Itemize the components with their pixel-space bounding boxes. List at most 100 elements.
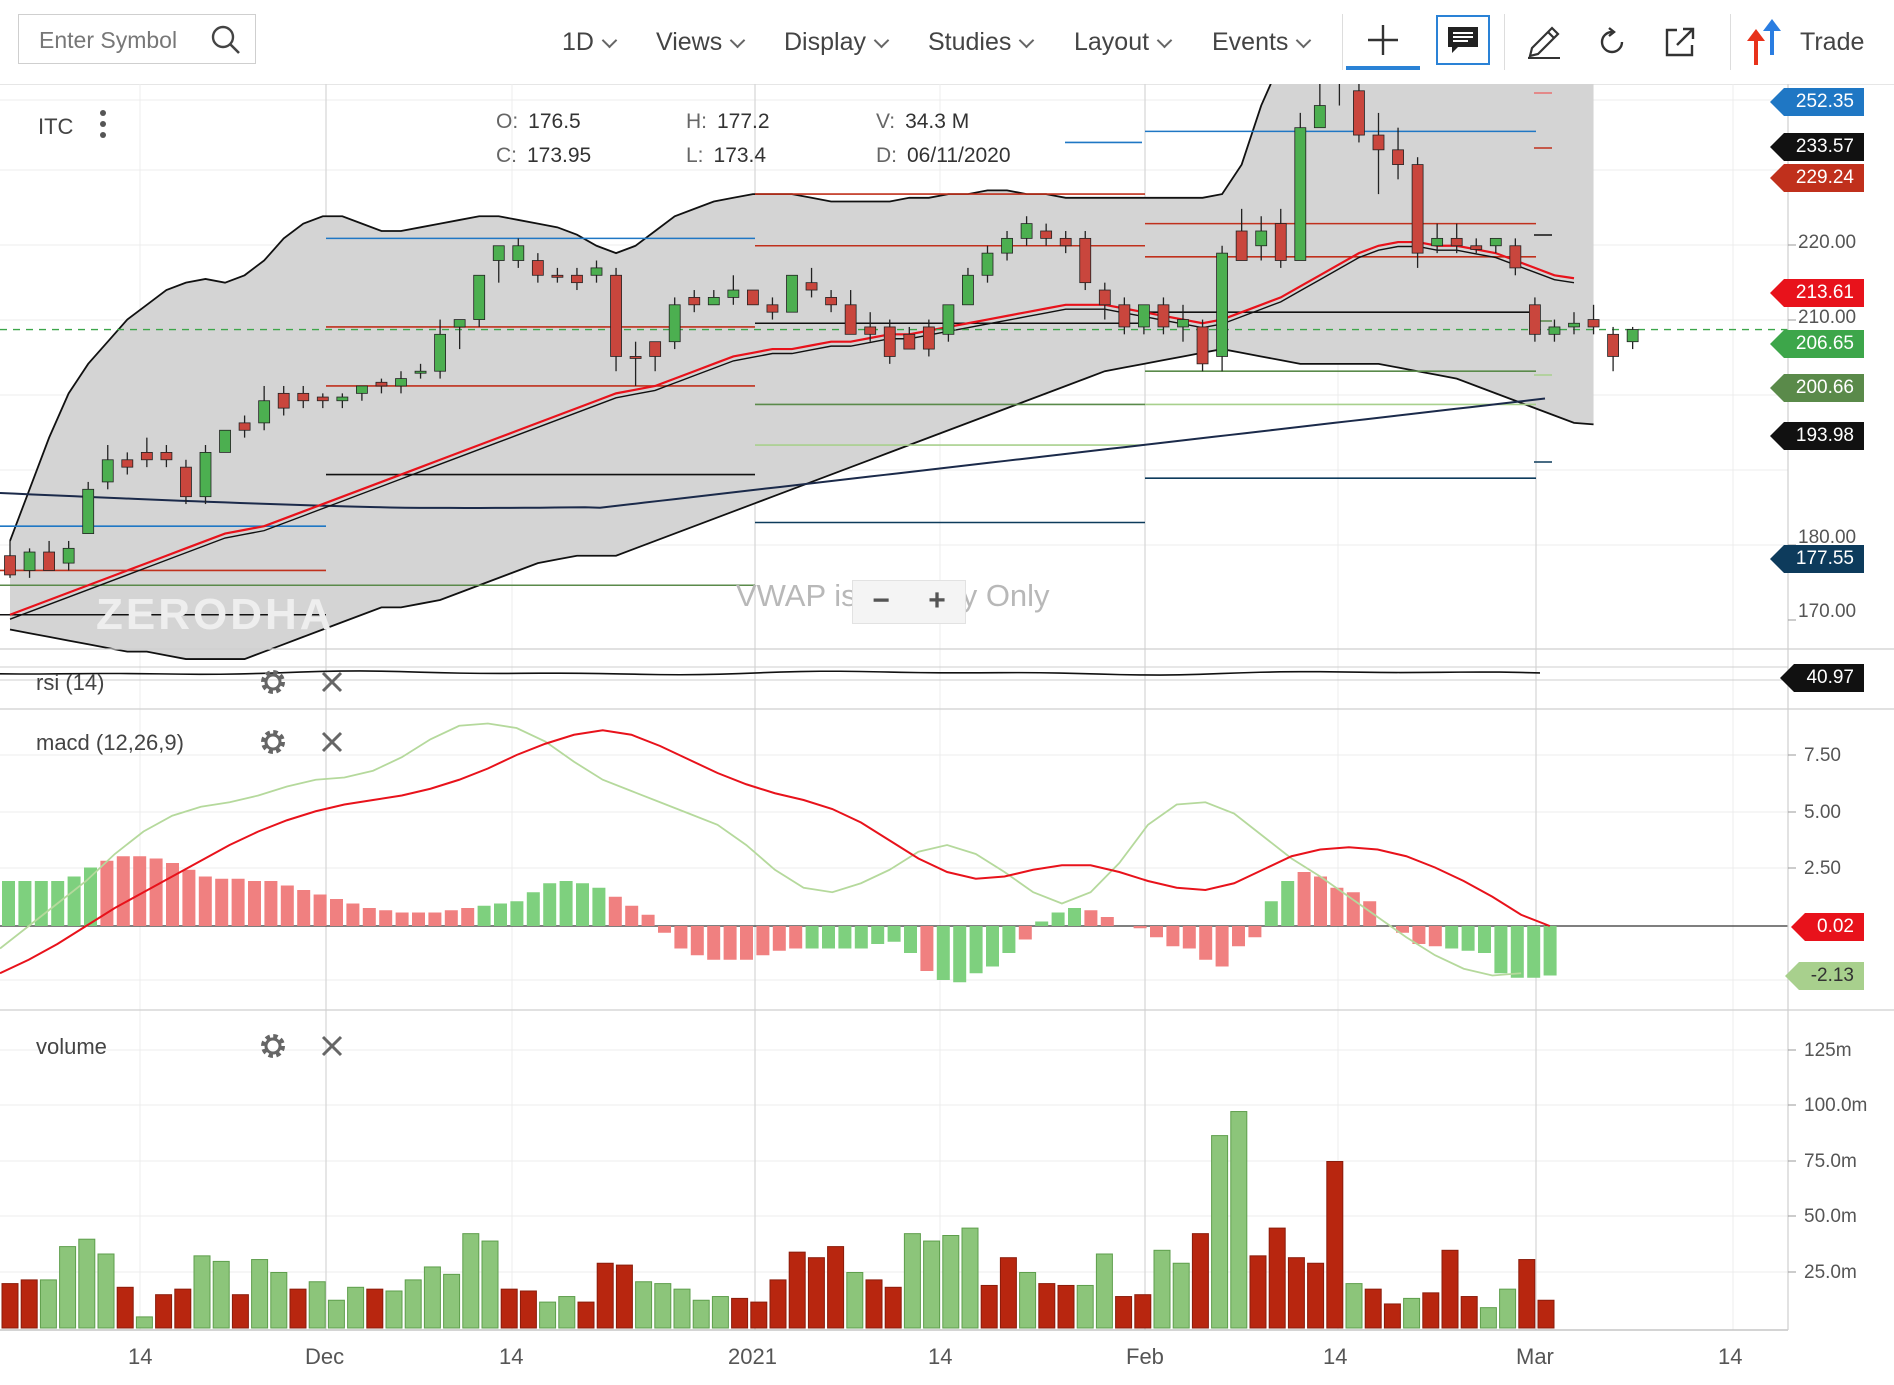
candle-body: [140, 451, 153, 461]
price-tag: 206.65: [1769, 330, 1864, 358]
layout-menu[interactable]: Layout: [1074, 24, 1173, 60]
candle-body: [1059, 237, 1072, 247]
volume-bar: [1019, 1272, 1037, 1329]
volume-bar: [692, 1299, 710, 1329]
symbol-search-box[interactable]: [18, 14, 256, 64]
volume-bar: [1268, 1227, 1286, 1329]
macd-histogram-bar: [690, 926, 704, 956]
volume-bar: [155, 1294, 173, 1329]
close-icon[interactable]: [319, 729, 345, 755]
candle-body: [864, 326, 877, 335]
macd-histogram-bar: [641, 914, 655, 926]
volume-bar: [1537, 1299, 1555, 1329]
symbol-input[interactable]: [37, 25, 211, 55]
macd-histogram-bar: [904, 926, 917, 953]
macd-histogram-bar: [969, 926, 983, 974]
macd-histogram-bar: [756, 926, 770, 956]
macd-histogram-bar: [543, 883, 557, 926]
reset-button[interactable]: [1584, 14, 1640, 70]
search-icon[interactable]: [211, 25, 241, 55]
close-icon[interactable]: [319, 669, 345, 695]
macd-histogram-bar: [149, 858, 163, 926]
macd-histogram-bar: [330, 899, 343, 926]
display-menu[interactable]: Display: [784, 24, 890, 60]
macd-tick: 2.50: [1804, 858, 1841, 879]
draw-button[interactable]: [1516, 14, 1572, 70]
macd-histogram-bar: [854, 926, 868, 949]
gear-icon[interactable]: [258, 667, 288, 697]
studies-label: Studies: [928, 28, 1012, 56]
volume-tick: 25.0m: [1804, 1262, 1857, 1283]
price-tick: 220.00: [1798, 232, 1857, 253]
price-tag: 252.35: [1769, 88, 1864, 116]
volume-bar: [39, 1279, 57, 1329]
macd-histogram-bar: [723, 926, 737, 960]
candle-body: [1470, 245, 1483, 250]
close-icon[interactable]: [319, 1033, 345, 1059]
volume-bar: [846, 1272, 864, 1329]
zoom-out-button[interactable]: −: [872, 584, 890, 617]
candle-body: [1177, 319, 1189, 328]
crosshair-button[interactable]: [1346, 14, 1420, 70]
candle-body: [786, 274, 798, 313]
date-tick: Dec: [305, 1344, 345, 1369]
volume-bar: [1038, 1283, 1056, 1329]
volume-bar: [385, 1290, 403, 1329]
candle-body: [258, 400, 271, 424]
events-menu[interactable]: Events: [1212, 24, 1312, 60]
macd-signal-line: [0, 722, 1522, 977]
more-options-icon[interactable]: [100, 110, 108, 140]
trade-button[interactable]: Trade: [1744, 14, 1864, 70]
interval-dropdown[interactable]: 1D: [562, 24, 618, 60]
interval-label: 1D: [562, 28, 594, 56]
macd-histogram-bar: [477, 905, 491, 926]
gear-icon[interactable]: [258, 1031, 288, 1061]
volume-bar: [1518, 1259, 1536, 1329]
chevron-down-icon: [601, 32, 618, 49]
views-label: Views: [656, 28, 723, 56]
volume-bar: [1441, 1249, 1459, 1329]
chevron-down-icon: [1019, 32, 1035, 49]
volume-bar: [769, 1279, 787, 1329]
date-value: 06/11/2020: [907, 144, 1011, 167]
toolbar-divider: [1730, 14, 1731, 70]
candle-body: [688, 297, 701, 306]
macd-histogram-bar: [1232, 926, 1245, 947]
candle-body: [316, 396, 329, 402]
gear-icon[interactable]: [258, 727, 288, 757]
volume-bar: [519, 1290, 537, 1329]
candle-body: [238, 422, 251, 431]
macd-histogram-bar: [428, 912, 442, 926]
volume-bar: [1499, 1288, 1517, 1329]
macd-histogram-bar: [1281, 881, 1295, 926]
rsi-price-tag: 40.97: [1780, 664, 1864, 692]
popout-button[interactable]: [1652, 14, 1708, 70]
macd-histogram-bar: [1182, 926, 1196, 949]
volume-bar: [865, 1279, 883, 1329]
chevron-down-icon: [1296, 32, 1312, 49]
volume-bar: [1134, 1294, 1152, 1329]
candle-body: [1274, 223, 1287, 261]
volume-bar: [462, 1233, 480, 1329]
chart-area[interactable]: [0, 84, 1894, 1385]
volume-bar: [807, 1257, 825, 1329]
macd-histogram-bar: [1035, 921, 1049, 926]
macd-histogram-bar: [1133, 926, 1147, 929]
macd-histogram-bar: [84, 867, 97, 926]
volume-bar: [1153, 1249, 1171, 1329]
zoom-in-button[interactable]: +: [928, 584, 946, 617]
volume-bar: [366, 1288, 384, 1329]
macd-histogram-bar: [1543, 926, 1557, 976]
candle-body: [1294, 127, 1307, 261]
candle-body: [1411, 164, 1424, 254]
comment-button[interactable]: [1436, 15, 1490, 65]
ohlc-volume: V: 34.3 M: [876, 110, 970, 133]
studies-menu[interactable]: Studies: [928, 24, 1035, 60]
volume-tick: 50.0m: [1804, 1206, 1857, 1227]
candle-body: [629, 356, 642, 359]
volume-bar: [711, 1296, 729, 1329]
views-menu[interactable]: Views: [656, 24, 746, 60]
candle-body: [414, 370, 427, 374]
candle-body: [590, 267, 603, 276]
macd-histogram-bar: [838, 926, 852, 949]
